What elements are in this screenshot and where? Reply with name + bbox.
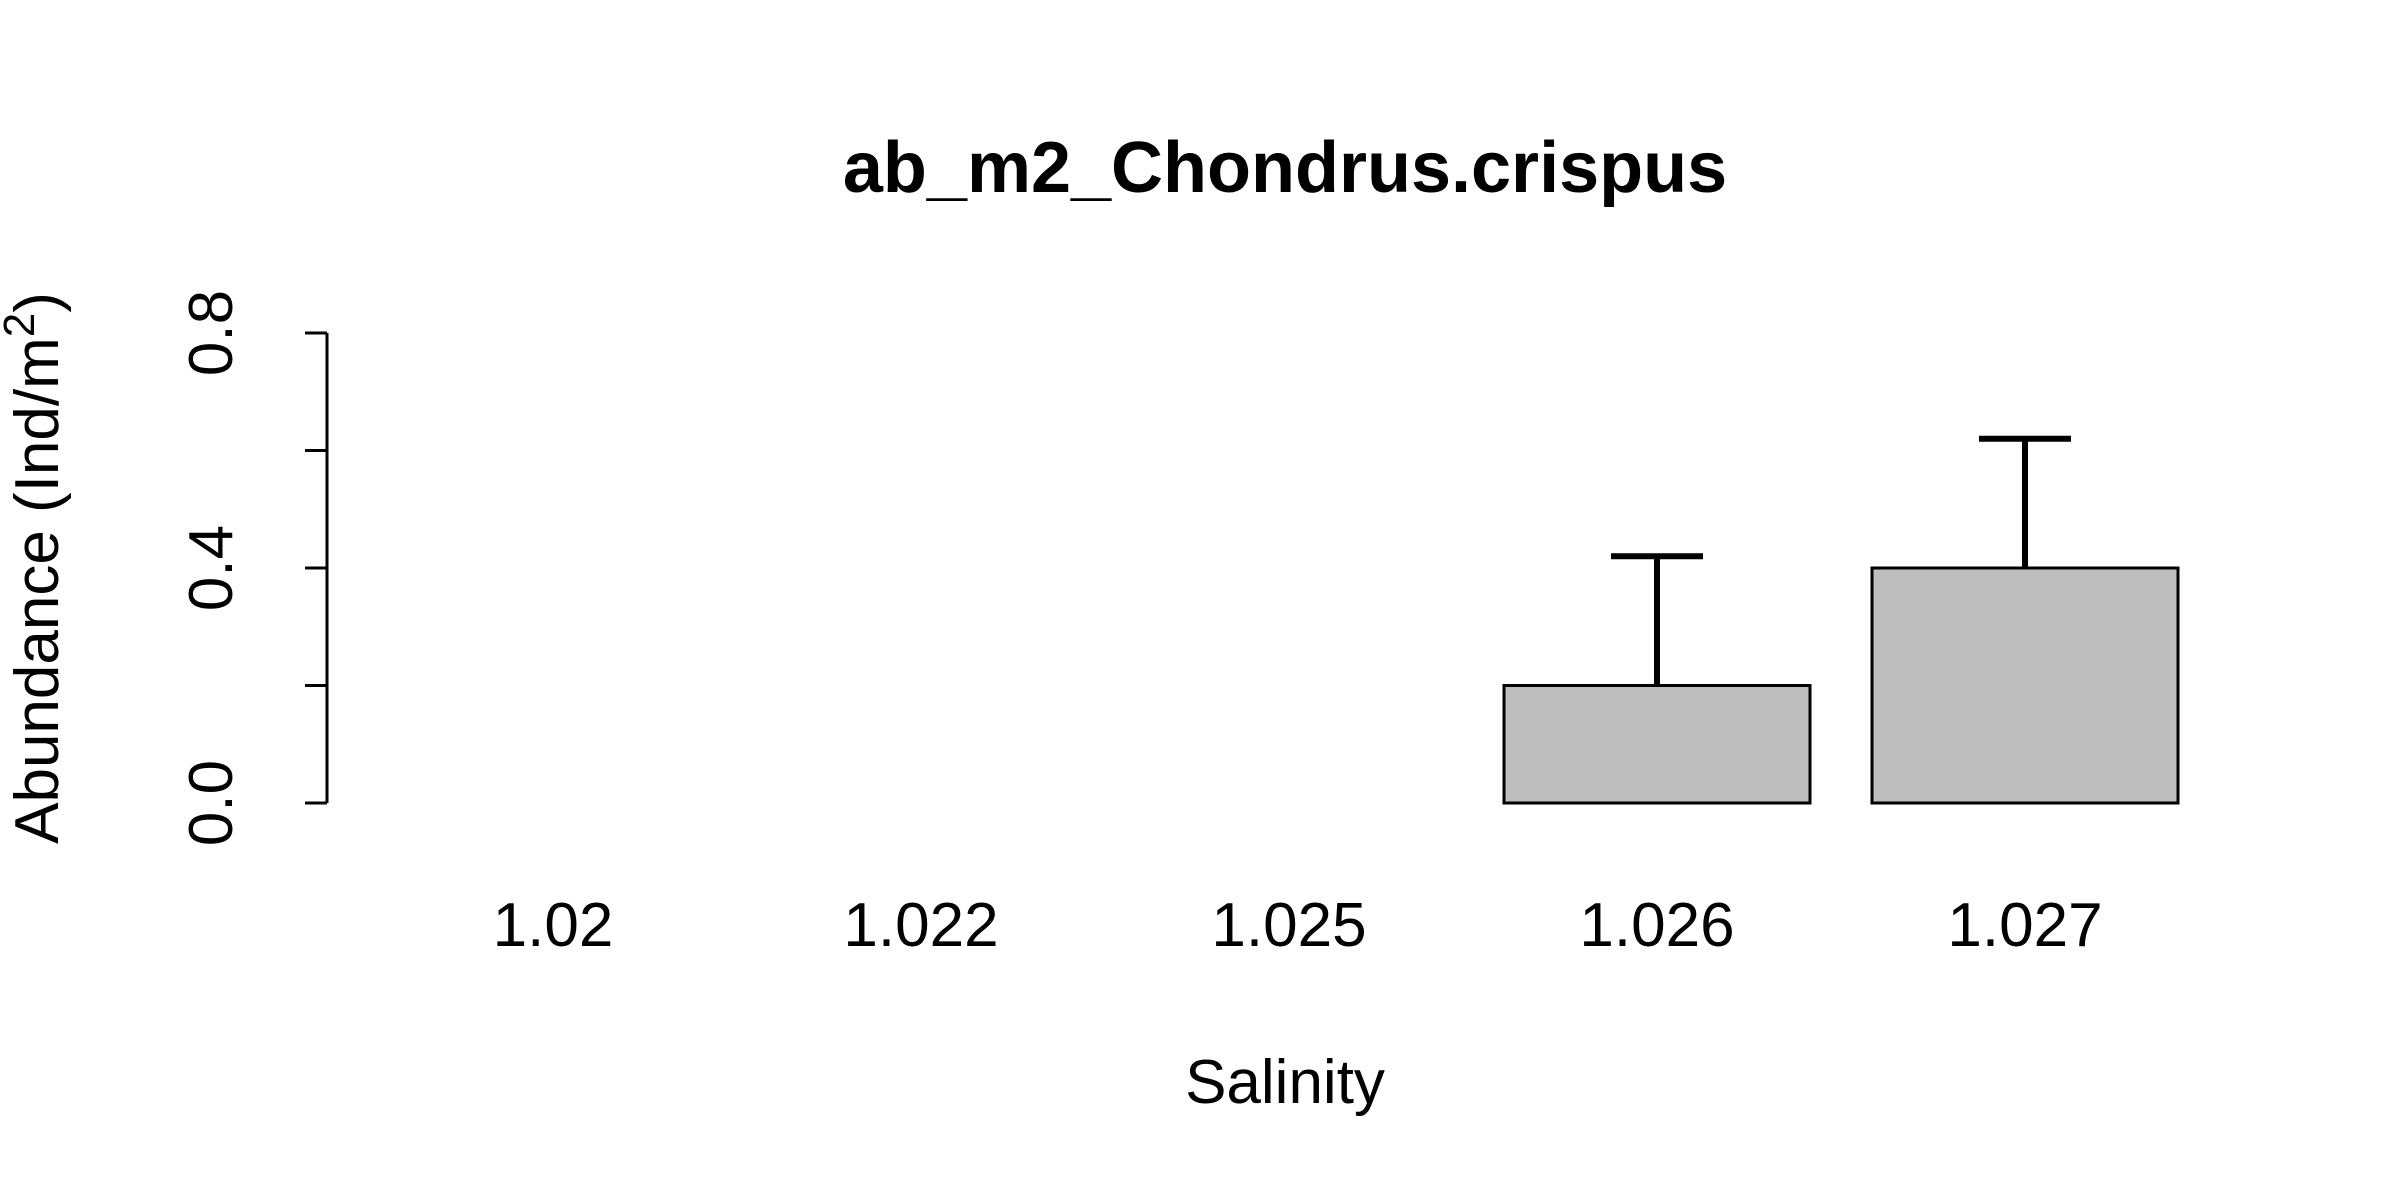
y-tick-label: 0.0 [177,760,246,846]
plot-area: 0.0 0.4 0.8 1.02 1.022 1.025 1.026 1.027 [177,290,2180,960]
x-tick-label: 1.022 [843,891,998,960]
chart-title: ab_m2_Chondrus.crispus [843,128,1727,208]
x-axis-label: Salinity [1185,1048,1385,1117]
y-tick-label: 0.8 [177,290,246,376]
x-tick-label: 1.027 [1947,891,2102,960]
y-axis-label-close: ) [3,292,72,313]
bar [1502,684,1812,805]
y-axis-label-superscript: 2 [0,313,44,337]
y-tick-label: 0.4 [177,525,246,611]
y-axis-label-main: Abundance (Ind/m [3,337,72,844]
bar [1870,566,2180,805]
x-tick-label: 1.025 [1211,891,1366,960]
x-tick-label: 1.026 [1579,891,1734,960]
y-axis-label: Abundance (Ind/m2) [0,292,72,844]
x-tick-label: 1.02 [493,891,614,960]
